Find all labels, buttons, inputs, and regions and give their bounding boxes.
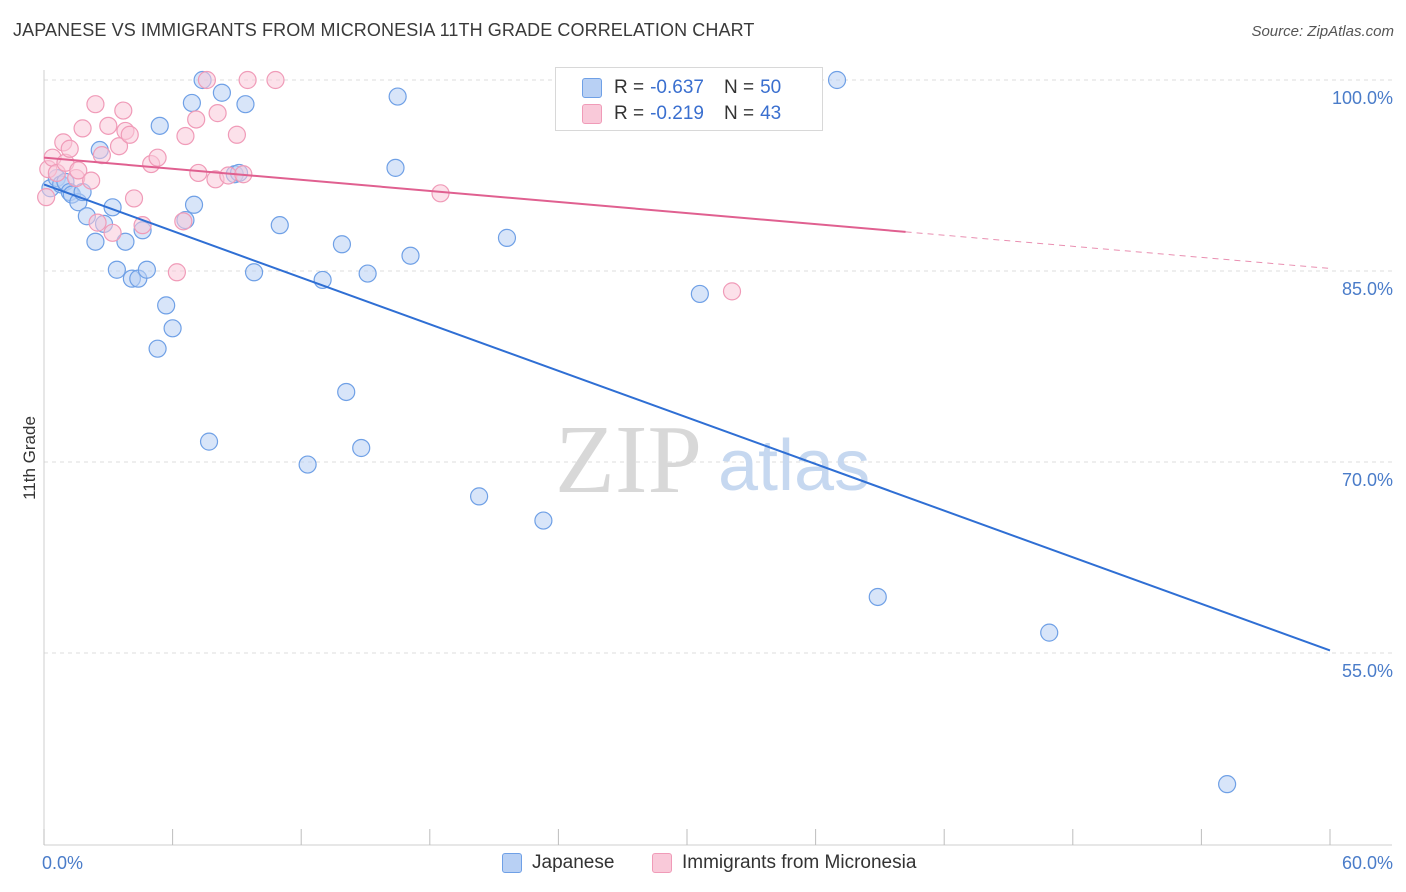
- japanese-point: [148, 339, 167, 358]
- legend-row-micronesia: R = -0.219 N = 43: [582, 102, 781, 126]
- micronesia-point: [109, 137, 129, 156]
- micronesia-point: [227, 125, 246, 144]
- legend-swatch-micronesia: [582, 104, 602, 124]
- micronesia-point: [148, 148, 167, 167]
- micronesia-point: [176, 126, 195, 146]
- legend-n-label: N =: [723, 103, 755, 124]
- japanese-point: [212, 83, 231, 102]
- data-points: [37, 70, 1237, 794]
- micronesia-point: [124, 189, 144, 208]
- legend-swatch-japanese: [582, 78, 602, 98]
- y-tick-label: 100.0%: [1332, 88, 1393, 108]
- japanese-point: [868, 587, 887, 607]
- japanese-point: [157, 296, 176, 315]
- series-swatch-japanese: [502, 853, 522, 873]
- y-tick-label: 85.0%: [1342, 279, 1393, 299]
- japanese-point: [388, 87, 407, 106]
- japanese-point: [401, 246, 420, 265]
- series-label-japanese: Japanese: [532, 852, 615, 873]
- legend-r-value-japanese: -0.637: [650, 77, 704, 98]
- japanese-point: [827, 70, 847, 90]
- micronesia-point: [88, 213, 107, 232]
- series-legend-micronesia[interactable]: Immigrants from Micronesia: [652, 852, 916, 874]
- japanese-point: [1218, 775, 1237, 794]
- japanese-point: [199, 432, 219, 451]
- japanese-point: [386, 158, 405, 177]
- tick-labels: 100.0% 85.0% 70.0% 55.0% 0.0% 60.0%: [42, 88, 1393, 873]
- japanese-point: [244, 263, 264, 282]
- micronesia-point: [73, 119, 92, 138]
- japanese-point: [332, 235, 352, 254]
- micronesia-point: [197, 70, 216, 90]
- japanese-point: [184, 195, 204, 214]
- japanese-point: [86, 232, 105, 251]
- series-label-micronesia: Immigrants from Micronesia: [682, 852, 917, 873]
- japanese-point: [182, 93, 201, 113]
- japanese-point: [116, 232, 135, 251]
- japanese-point: [163, 319, 182, 338]
- japanese-point: [107, 260, 126, 279]
- japanese-point: [236, 95, 255, 114]
- stats-legend: R = -0.637 N = 50 R = -0.219 N = 43: [555, 67, 823, 131]
- micronesia-point: [266, 70, 285, 90]
- micronesia-point: [167, 263, 186, 282]
- watermark-atlas: atlas: [718, 426, 870, 506]
- micronesia-point: [86, 95, 105, 114]
- y-tick-label: 70.0%: [1342, 470, 1393, 490]
- japanese-point: [1040, 623, 1059, 642]
- japanese-point: [352, 438, 371, 458]
- japanese-point: [690, 284, 709, 304]
- japanese-point: [137, 260, 156, 279]
- legend-r-label: R =: [614, 77, 645, 98]
- legend-r-value-micronesia: -0.219: [650, 103, 704, 124]
- axes: [43, 70, 1392, 846]
- x-tick-label: 60.0%: [1342, 853, 1393, 873]
- japanese-point: [298, 455, 317, 474]
- japanese-point: [150, 116, 169, 135]
- y-axis-label: 11th Grade: [20, 416, 39, 500]
- micronesia-point: [189, 163, 208, 183]
- micronesia-trend-line-extension: [905, 231, 1331, 269]
- legend-n-value-japanese: 50: [760, 77, 782, 98]
- japanese-point: [358, 264, 377, 283]
- micronesia-point: [187, 110, 206, 129]
- micronesia-point: [92, 146, 111, 165]
- series-swatch-micronesia: [652, 853, 672, 873]
- source-credit: Source: ZipAtlas.com: [1251, 23, 1394, 40]
- micronesia-point: [60, 139, 79, 158]
- micronesia-point: [208, 104, 227, 123]
- micronesia-point: [37, 188, 56, 207]
- legend-n-label: N =: [723, 77, 755, 98]
- chart-title: JAPANESE VS IMMIGRANTS FROM MICRONESIA 1…: [13, 20, 755, 40]
- micronesia-point: [120, 125, 139, 144]
- japanese-trend-line: [43, 183, 1331, 652]
- x-tick-label: 0.0%: [42, 853, 83, 873]
- trend-lines: [43, 156, 1331, 652]
- micronesia-point: [69, 161, 88, 180]
- micronesia-point: [103, 223, 122, 242]
- japanese-point: [497, 228, 517, 247]
- watermark-zip: ZIP: [555, 406, 702, 514]
- micronesia-point: [722, 282, 742, 301]
- y-tick-label: 55.0%: [1342, 661, 1393, 681]
- japanese-point: [469, 487, 489, 506]
- japanese-point: [337, 382, 356, 402]
- micronesia-point: [114, 101, 133, 120]
- micronesia-point: [238, 70, 257, 90]
- micronesia-point: [219, 166, 238, 185]
- micronesia-point: [174, 212, 193, 231]
- japanese-point: [534, 511, 553, 530]
- micronesia-point: [82, 171, 101, 190]
- series-legend-japanese[interactable]: Japanese: [502, 852, 614, 874]
- micronesia-trend-line: [43, 156, 906, 233]
- japanese-point: [270, 216, 289, 235]
- legend-r-label: R =: [614, 103, 645, 124]
- legend-n-value-micronesia: 43: [760, 103, 782, 124]
- legend-row-japanese: R = -0.637 N = 50: [582, 76, 781, 100]
- micronesia-point: [99, 116, 118, 135]
